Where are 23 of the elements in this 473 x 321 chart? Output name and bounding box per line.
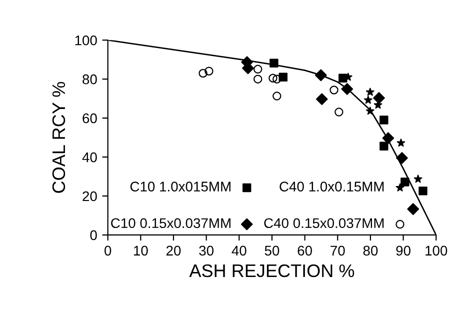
- y-tick-label: 20: [82, 191, 97, 202]
- x-tick-label: 80: [363, 246, 378, 256]
- x-tick-label: 20: [166, 246, 181, 256]
- y-tick-label: 60: [82, 113, 97, 124]
- x-tick-label: 0: [104, 246, 112, 256]
- x-tick-label: 10: [134, 246, 148, 256]
- legend-label: C10 0.15x0.037MM: [111, 218, 230, 228]
- x-tick-label: 60: [298, 246, 312, 256]
- y-axis-title: COAL RCY %: [52, 82, 66, 193]
- x-tick-label: 50: [264, 246, 280, 256]
- legend-label: C40 0.15x0.037MM: [264, 218, 384, 228]
- legend-label: C40 1.0x0.15MM: [280, 182, 384, 192]
- x-tick-label: 90: [396, 246, 410, 256]
- x-tick-label: 40: [232, 246, 246, 256]
- x-tick-label: 30: [199, 246, 214, 256]
- x-tick-label: 70: [330, 246, 345, 256]
- x-axis-title: ASH REJECTION %: [189, 264, 354, 278]
- legend-label: C10 1.0x015MM: [130, 182, 230, 192]
- y-tick-label: 80: [82, 74, 97, 84]
- y-tick-label: 100: [75, 35, 97, 46]
- y-tick-label: 40: [82, 152, 97, 162]
- y-tick-label: 0: [90, 230, 97, 240]
- x-tick-label: 100: [426, 246, 448, 256]
